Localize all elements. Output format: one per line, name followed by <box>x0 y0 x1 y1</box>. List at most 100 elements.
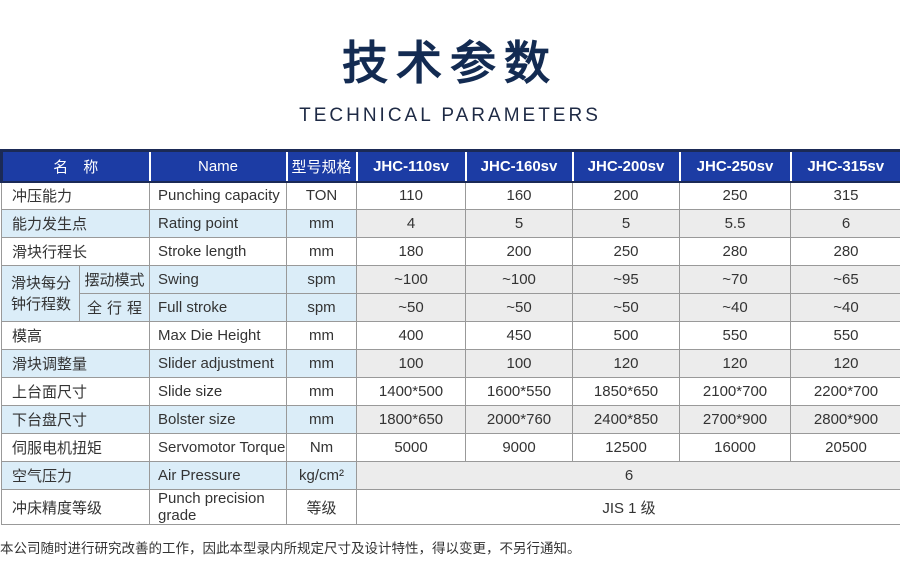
param-en: Air Pressure <box>149 461 288 491</box>
header-model-jhc-250sv: JHC-250sv <box>678 149 792 183</box>
value-cell: 2100*700 <box>679 377 792 407</box>
param-en: Punch precision grade <box>149 489 288 526</box>
value-cell: 250 <box>572 237 681 267</box>
value-cell: 120 <box>790 349 900 379</box>
value-cell: ~100 <box>465 265 574 295</box>
header-model-jhc-110sv: JHC-110sv <box>355 149 467 183</box>
value-cell: ~50 <box>356 293 467 323</box>
param-unit: mm <box>286 209 358 239</box>
row-punch-precision-grade: 冲床精度等级 Punch precision grade 等级 JIS 1 级 <box>0 489 900 526</box>
value-cell: ~100 <box>356 265 467 295</box>
param-unit: mm <box>286 405 358 435</box>
value-cell: 16000 <box>679 433 792 463</box>
page-title: 技术参数 <box>342 37 558 89</box>
param-en: Swing <box>149 265 288 295</box>
param-cn: 滑块调整量 <box>0 349 151 379</box>
param-cn: 冲压能力 <box>0 181 151 211</box>
value-cell: ~40 <box>679 293 792 323</box>
row-rating-point: 能力发生点 Rating point mm 4 5 5 5.5 6 <box>0 209 900 239</box>
value-cell: 9000 <box>465 433 574 463</box>
param-cn: 能力发生点 <box>0 209 151 239</box>
param-en: Full stroke <box>149 293 288 323</box>
value-cell: 450 <box>465 321 574 351</box>
value-cell: 2200*700 <box>790 377 900 407</box>
param-en: Bolster size <box>149 405 288 435</box>
value-cell: ~40 <box>790 293 900 323</box>
param-cn: 摆动模式 <box>78 265 151 295</box>
param-unit: mm <box>286 349 358 379</box>
value-cell: 120 <box>679 349 792 379</box>
param-en: Punching capacity <box>149 181 288 211</box>
param-unit: mm <box>286 321 358 351</box>
row-punching-capacity: 冲压能力 Punching capacity TON 110 160 200 2… <box>0 181 900 211</box>
param-en: Max Die Height <box>149 321 288 351</box>
value-cell: 12500 <box>572 433 681 463</box>
value-cell: 6 <box>790 209 900 239</box>
param-cn: 上台面尺寸 <box>0 377 151 407</box>
value-cell: 100 <box>356 349 467 379</box>
header-name-cn: 名 称 <box>0 149 151 183</box>
param-en: Rating point <box>149 209 288 239</box>
value-cell: 180 <box>356 237 467 267</box>
row-slide-size: 上台面尺寸 Slide size mm 1400*500 1600*550 18… <box>0 377 900 407</box>
param-cn: 滑块行程长 <box>0 237 151 267</box>
param-unit: spm <box>286 293 358 323</box>
value-cell: 1850*650 <box>572 377 681 407</box>
value-cell: ~50 <box>465 293 574 323</box>
value-cell: 2000*760 <box>465 405 574 435</box>
row-air-pressure: 空气压力 Air Pressure kg/cm² 6 <box>0 461 900 491</box>
param-cn: 下台盘尺寸 <box>0 405 151 435</box>
value-cell: 500 <box>572 321 681 351</box>
value-cell: 20500 <box>790 433 900 463</box>
param-unit: 等级 <box>286 489 358 526</box>
param-cn: 伺服电机扭矩 <box>0 433 151 463</box>
param-cn: 全行程 <box>78 293 151 323</box>
table-header-row: 名 称 Name 型号规格 JHC-110sv JHC-160sv JHC-20… <box>0 149 900 183</box>
param-group-cn: 滑块每分钟行程数 <box>1 265 80 323</box>
value-cell: 280 <box>790 237 900 267</box>
value-cell: 550 <box>790 321 900 351</box>
value-cell: 200 <box>572 181 681 211</box>
param-cn: 冲床精度等级 <box>0 489 151 526</box>
value-cell: 1800*650 <box>356 405 467 435</box>
value-cell: ~70 <box>679 265 792 295</box>
value-cell: 5 <box>572 209 681 239</box>
header-name-en: Name <box>148 149 288 183</box>
row-strokes-per-minute-swing: 滑块每分钟行程数 摆动模式 Swing spm ~100 ~100 ~95 ~7… <box>1 265 900 323</box>
value-cell: 2800*900 <box>790 405 900 435</box>
value-cell: 315 <box>790 181 900 211</box>
param-unit: TON <box>286 181 358 211</box>
row-max-die-height: 模高 Max Die Height mm 400 450 500 550 550 <box>0 321 900 351</box>
row-slider-adjustment: 滑块调整量 Slider adjustment mm 100 100 120 1… <box>0 349 900 379</box>
value-cell-merged: JIS 1 级 <box>356 489 900 526</box>
value-cell: 250 <box>679 181 792 211</box>
spec-table: 名 称 Name 型号规格 JHC-110sv JHC-160sv JHC-20… <box>0 149 900 526</box>
header-model-jhc-200sv: JHC-200sv <box>571 149 681 183</box>
param-cn: 模高 <box>0 321 151 351</box>
header-model-jhc-160sv: JHC-160sv <box>464 149 574 183</box>
value-cell: 4 <box>356 209 467 239</box>
header-model-jhc-315sv: JHC-315sv <box>789 149 900 183</box>
param-en: Slide size <box>149 377 288 407</box>
value-cell: 2400*850 <box>572 405 681 435</box>
value-cell: 120 <box>572 349 681 379</box>
value-cell: ~95 <box>572 265 681 295</box>
row-servomotor-torque: 伺服电机扭矩 Servomotor Torque Nm 5000 9000 12… <box>0 433 900 463</box>
value-cell: 1600*550 <box>465 377 574 407</box>
value-cell: 200 <box>465 237 574 267</box>
row-bolster-size: 下台盘尺寸 Bolster size mm 1800*650 2000*760 … <box>0 405 900 435</box>
param-en: Servomotor Torque <box>149 433 288 463</box>
value-cell: 1400*500 <box>356 377 467 407</box>
value-cell: 400 <box>356 321 467 351</box>
param-unit: mm <box>286 237 358 267</box>
value-cell-merged: 6 <box>356 461 900 491</box>
value-cell: 2700*900 <box>679 405 792 435</box>
footnote: 本公司随时进行研究改善的工作，因此本型录内所规定尺寸及设计特性，得以变更，不另行… <box>0 541 581 557</box>
value-cell: ~65 <box>790 265 900 295</box>
value-cell: ~50 <box>572 293 681 323</box>
header-spec: 型号规格 <box>285 149 358 183</box>
value-cell: 5 <box>465 209 574 239</box>
value-cell: 110 <box>356 181 467 211</box>
param-unit: spm <box>286 265 358 295</box>
